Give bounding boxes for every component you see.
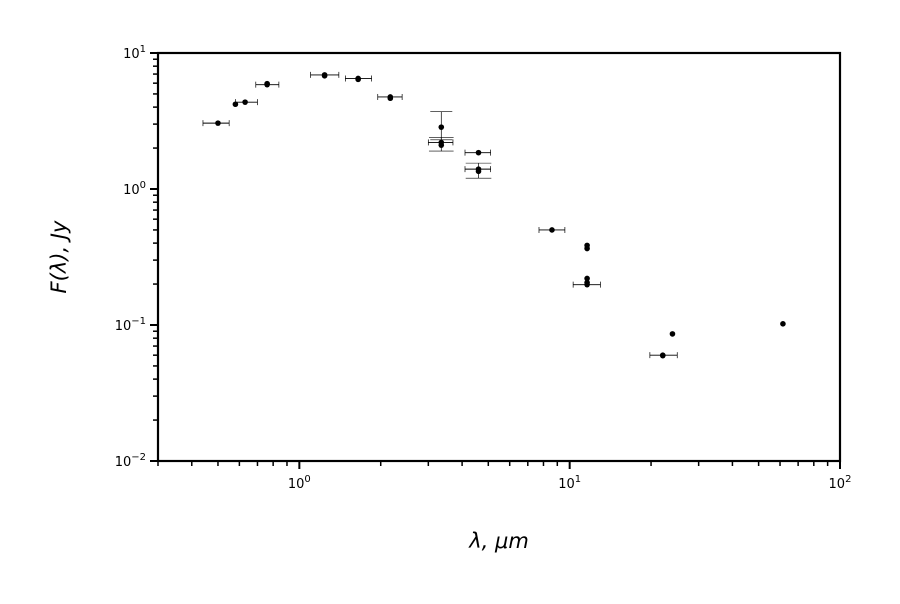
major-ticks xyxy=(150,52,841,469)
data-points xyxy=(215,72,786,359)
data-point xyxy=(215,120,221,126)
data-point xyxy=(584,281,590,288)
y-tick-label: 10−2 xyxy=(115,452,146,470)
data-point xyxy=(387,95,394,102)
data-point xyxy=(438,142,445,148)
data-point xyxy=(475,168,482,175)
data-point xyxy=(584,245,590,252)
x-tick-label: 102 xyxy=(829,474,852,492)
data-point xyxy=(549,227,555,233)
data-point xyxy=(584,275,590,282)
x-axis-title: λ, μm xyxy=(468,529,529,553)
x-tick-label: 100 xyxy=(288,474,311,492)
tick-labels: 100 101 102 101 100 10−1 10−2 xyxy=(115,44,852,492)
error-bars xyxy=(202,71,678,359)
data-point xyxy=(475,149,482,156)
data-point xyxy=(232,101,239,108)
data-point xyxy=(355,76,361,83)
data-point xyxy=(780,321,786,327)
x-tick-label: 101 xyxy=(558,474,581,492)
y-tick-label: 100 xyxy=(123,180,146,198)
data-point xyxy=(264,80,270,87)
data-point xyxy=(321,72,328,79)
minor-ticks xyxy=(153,58,829,466)
y-tick-label: 10−1 xyxy=(115,316,146,334)
y-axis-title: F(λ), Jy xyxy=(47,220,71,293)
data-point xyxy=(659,352,666,359)
data-point xyxy=(438,124,445,130)
data-point xyxy=(669,331,676,337)
y-tick-label: 101 xyxy=(123,44,146,62)
plot-frame xyxy=(156,51,842,463)
data-point xyxy=(242,99,248,105)
